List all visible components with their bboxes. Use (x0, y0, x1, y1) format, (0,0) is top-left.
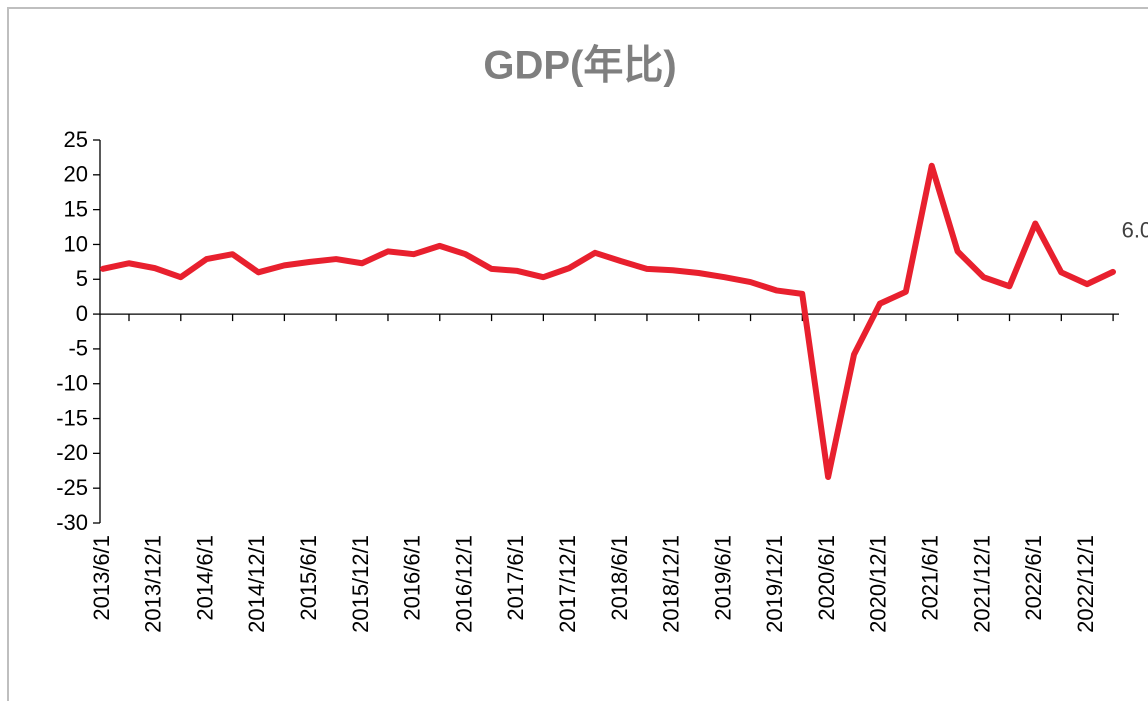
x-tick-label: 2021/12/1 (969, 535, 994, 633)
x-tick-label: 2015/12/1 (348, 535, 373, 633)
x-tick-label: 2017/6/1 (503, 535, 528, 621)
y-tick-label: 25 (64, 127, 88, 152)
y-tick-label: 0 (76, 301, 88, 326)
y-tick-label: -10 (56, 371, 88, 396)
x-tick-label: 2014/6/1 (192, 535, 217, 621)
y-tick-label: 5 (76, 266, 88, 291)
x-tick-label: 2013/12/1 (141, 535, 166, 633)
y-tick-label: -5 (68, 336, 88, 361)
x-tick-label: 2016/12/1 (451, 535, 476, 633)
line (100, 162, 1116, 481)
data-label: 6.06 (1122, 218, 1148, 243)
y-tick-label: 15 (64, 196, 88, 221)
x-tick-label: 2022/12/1 (1073, 535, 1098, 633)
x-tick-label: 2017/12/1 (555, 535, 580, 633)
x-tick-label: 2019/12/1 (762, 535, 787, 633)
y-tick-label: -15 (56, 405, 88, 430)
y-tick-label: 20 (64, 162, 88, 187)
x-tick-label: 2018/6/1 (607, 535, 632, 621)
x-tick-label: 2019/6/1 (710, 535, 735, 621)
x-tick-label: 2013/6/1 (89, 535, 114, 621)
x-tick-label: 2020/12/1 (866, 535, 891, 633)
x-tick-label: 2022/6/1 (1021, 535, 1046, 621)
x-tick-label: 2021/6/1 (918, 535, 943, 621)
chart-border (7, 7, 1148, 701)
y-tick-label: -30 (56, 510, 88, 535)
chart-title: GDP(年比) (483, 44, 676, 88)
x-tick-label: 2015/6/1 (296, 535, 321, 621)
x-tick-label: 2016/6/1 (400, 535, 425, 621)
x-tick-label: 2020/6/1 (814, 535, 839, 621)
y-tick-label: -20 (56, 440, 88, 465)
x-tick-label: 2014/12/1 (244, 535, 269, 633)
y-tick-label: 10 (64, 231, 88, 256)
x-tick-label: 2018/12/1 (659, 535, 684, 633)
y-tick-label: -25 (56, 475, 88, 500)
